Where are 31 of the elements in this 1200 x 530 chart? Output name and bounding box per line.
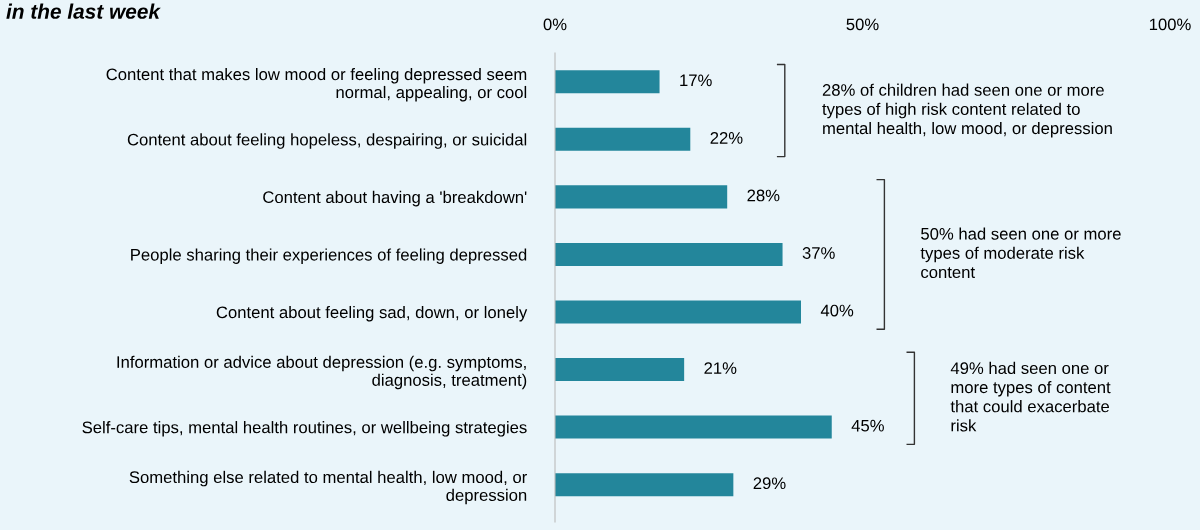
annotation: 28% of children had seen one or more types of high risk content related to mental health, low mood, or depression: [822, 83, 1112, 138]
annotation: 49% had seen one or more types of content that could exacerbate risk: [950, 361, 1111, 432]
bar: [555, 70, 660, 94]
data-label: 45%: [851, 419, 884, 432]
y-tick-label: Content about feeling sad, down, or lonely: [216, 305, 528, 322]
data-label: 22%: [710, 132, 743, 144]
y-tick-label: Content about feeling hopeless, despairing, or suicidal: [127, 133, 527, 149]
y-tick-label: Content that makes low mood or feeling depressed seem normal, appealing, or cool: [106, 67, 527, 102]
x-tick-label: 50%: [846, 18, 879, 31]
y-tick-label: Information or advice about depression (e.g. symptoms, diagnosis, treatment): [117, 355, 527, 390]
y-tick-label: Something else related to mental health, low mood, or depression: [129, 470, 527, 505]
bar: [555, 185, 728, 209]
annotation: 50% had seen one or more types of moderate risk content: [920, 227, 1121, 279]
data-label: 28%: [747, 189, 780, 202]
data-label: 40%: [820, 304, 854, 317]
data-label: 29%: [753, 477, 786, 490]
data-label: 37%: [802, 247, 835, 259]
bar: [555, 127, 691, 151]
bar: [555, 358, 685, 382]
bar: [555, 473, 734, 497]
bar: [555, 415, 832, 439]
y-tick-label: Self-care tips, mental health routines, or wellbeing strategies: [82, 421, 527, 437]
x-tick-label: 0%: [543, 18, 567, 31]
text: in the last week: [6, 3, 161, 19]
bar: [555, 300, 801, 324]
x-tick-label: 100%: [1149, 18, 1191, 31]
data-label: 17%: [680, 74, 712, 87]
y-tick-label: People sharing their experiences of feeling depressed: [131, 248, 527, 264]
bar: [555, 242, 783, 266]
data-label: 21%: [704, 362, 737, 374]
y-tick-label: Content about having a 'breakdown': [263, 190, 527, 207]
